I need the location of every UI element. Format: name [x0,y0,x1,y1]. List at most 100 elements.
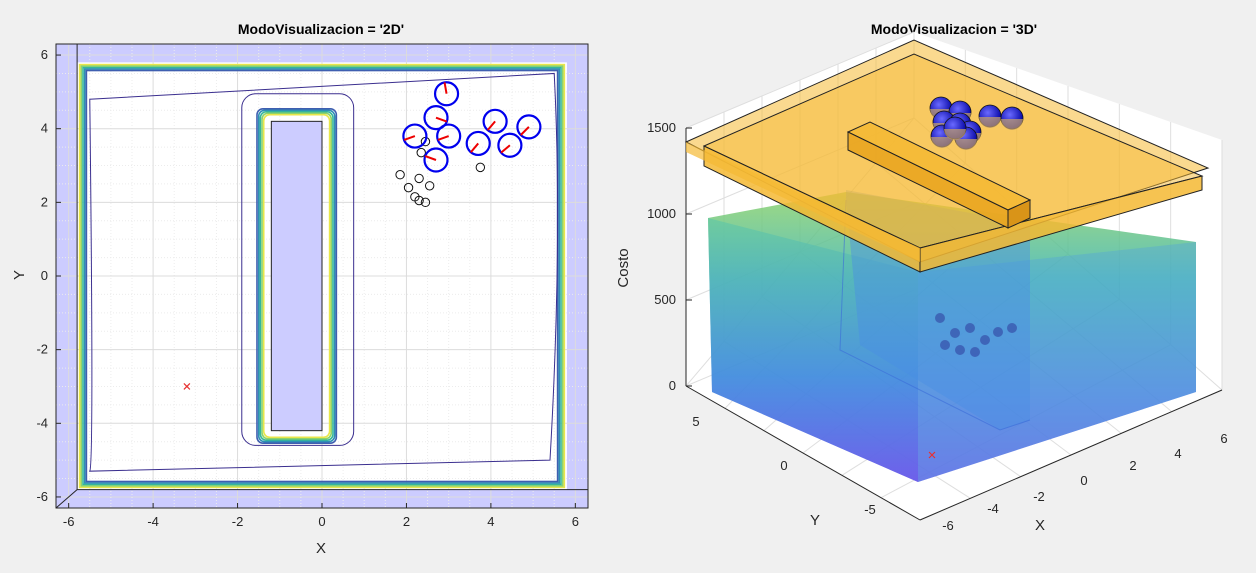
y-tick-label: -4 [36,415,48,430]
agent-sphere [978,104,1002,128]
agent-heading [486,120,496,131]
contour-ring-outer [82,66,562,486]
axis-edge-y [685,385,921,521]
sphere-lower-half [931,137,953,148]
z-tick-label: 0 [669,378,676,393]
x-tick-label: 6 [1220,431,1227,446]
surface-agent-projection [955,345,965,355]
plot-2d-ylabel: Y [11,270,28,280]
plot-3d-ylabel: Y [810,512,820,529]
plot-2d-xlabel: X [316,540,326,557]
agent-circle [516,114,542,140]
surface-agent-projection [980,335,990,345]
x-tick-label: 4 [487,514,494,529]
trail-point [403,182,414,193]
contour-ring-inner [261,112,333,440]
plot-2d-title: ModoVisualizacion = '2D' [238,21,404,37]
surface-agent-projection [1007,323,1017,333]
contour-ring-outer [83,68,561,484]
x-tick-label: -4 [147,514,159,529]
trail-point [420,197,431,208]
agent-heading [437,135,450,141]
obstacle-bar-end [1007,199,1031,229]
contour-inner-low [241,93,355,446]
x-tick-label: -2 [232,514,244,529]
plot-3d: ModoVisualizacion = '3D' 0 500 1000 1500 5 0 -… [615,21,1228,534]
agent-circle [402,123,428,149]
contour-ring-outer [80,65,564,487]
x-tick-label: 0 [1080,473,1087,488]
x-tick-label: -6 [942,518,954,533]
x-tick-label: -6 [63,514,75,529]
y-tick-label: 6 [41,47,48,62]
contour-ring-outer [85,69,559,483]
wall-slab-rim [686,142,920,262]
z-tick-label: 500 [654,292,676,307]
surface-channel-edge [839,199,1031,431]
agent-heading [435,116,448,123]
contour-ring-inner [256,108,338,444]
trail-point [424,181,435,191]
x-tick-label: 0 [318,514,325,529]
plot-3d-title: ModoVisualizacion = '3D' [871,21,1037,37]
z-tick-label: 1500 [647,120,676,135]
goal-marker-3d [928,451,936,459]
x-tick-label: 2 [403,514,410,529]
x-tick-label: 2 [1129,458,1136,473]
agent-circle [465,130,491,157]
y-tick-label: -5 [864,502,876,517]
surface-agent-projection [935,313,945,323]
corner-line [55,489,78,509]
sphere-lower-half [944,129,966,140]
plot-3d-zlabel: Costo [615,248,632,287]
sphere-lower-half [979,117,1001,128]
surface-agent-projection [940,340,950,350]
y-tick-label: 4 [41,121,48,136]
y-tick-label: 5 [692,414,699,429]
agent-heading [520,126,530,136]
contour-ring-inner [262,113,331,439]
surface-left-face [708,218,918,482]
plot-3d-axes: 0 500 1000 1500 5 0 -5 -6 -4 -2 0 2 4 6 [647,31,1228,533]
contour-ring-outer [78,63,566,489]
sphere-lower-half [1001,119,1023,130]
agent-heading [470,142,479,153]
agent-heading [443,82,448,94]
sphere-lower-half [955,139,977,150]
z-tick-label: 1000 [647,206,676,221]
surface-right-face [918,242,1196,482]
agent-sphere [1000,106,1024,130]
wall-slab-front-right [919,175,1203,273]
surface-agent-projection [950,328,960,338]
trail-point [416,147,426,158]
agent-circle [423,105,449,131]
agent-heading [403,135,416,141]
axis-edge-x [919,389,1223,521]
surface-agent-projection [993,327,1003,337]
agent-circle [436,123,462,149]
surface-agent-projection [970,347,980,357]
plot-2d: ModoVisualizacion = '2D' -6 -4 -2 0 2 4 6 6 4 2 0 -… [11,21,589,557]
agent-sphere [943,116,967,140]
surface-agent-projection [965,323,975,333]
contour-ring-inner [259,110,334,442]
agent-circle [482,108,508,134]
trail-point [414,173,424,184]
x-tick-label: 4 [1174,446,1181,461]
trail-point [395,170,405,180]
y-tick-label: 0 [41,268,48,283]
y-tick-label: 2 [41,194,48,209]
contour-ring-inner [257,109,336,443]
x-tick-label: 6 [572,514,579,529]
plot-3d-xlabel: X [1035,517,1045,534]
agent-circle [423,147,449,173]
agent-heading [500,144,511,154]
y-tick-label: -2 [36,342,48,357]
agent-circle [433,81,460,107]
agent-circle [497,132,523,158]
x-tick-label: -2 [1033,489,1045,504]
y-tick-label: -6 [36,489,48,504]
inner-obstacle [270,120,323,432]
y-tick-label: 0 [780,458,787,473]
